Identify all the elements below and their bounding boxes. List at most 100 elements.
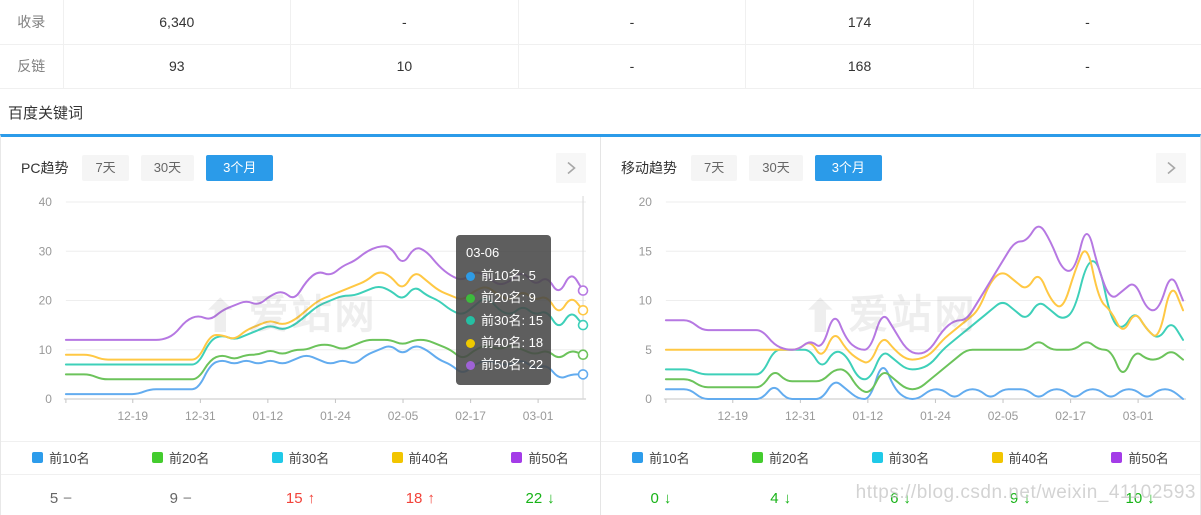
svg-text:01-12: 01-12 bbox=[853, 408, 884, 422]
section-title-baidu-keywords: 百度关键词 bbox=[8, 104, 84, 122]
table-cell: - bbox=[290, 0, 519, 45]
legend-item-top30[interactable]: 前30名 bbox=[241, 442, 361, 474]
trend-icon: ↓ bbox=[1147, 489, 1155, 507]
tab-3m[interactable]: 3个月 bbox=[814, 154, 882, 181]
top50-swatch-icon bbox=[1111, 452, 1123, 463]
table-cell: 10 bbox=[290, 44, 519, 89]
top40-swatch-icon bbox=[991, 452, 1003, 463]
legend-label: 前30名 bbox=[888, 451, 930, 466]
tab-30d[interactable]: 30天 bbox=[140, 154, 195, 181]
top40-swatch-icon bbox=[391, 452, 403, 463]
trend-icon: ↓ bbox=[1023, 489, 1031, 507]
legend-item-top50[interactable]: 前50名 bbox=[1080, 442, 1200, 474]
trend-icon: ↓ bbox=[663, 489, 672, 507]
svg-text:12-31: 12-31 bbox=[785, 408, 816, 422]
table-cell: - bbox=[518, 0, 747, 45]
legend-label: 前50名 bbox=[528, 451, 569, 466]
legend-item-top30[interactable]: 前30名 bbox=[841, 442, 961, 474]
pc-summary: 5− 9− 15 ↑ 18 ↑ 22 ↓ bbox=[1, 473, 600, 507]
legend-label: 前40名 bbox=[1008, 451, 1050, 466]
summary-top30: 15 ↑ bbox=[241, 475, 361, 507]
tab-30d[interactable]: 30天 bbox=[749, 154, 803, 181]
summary-value: 18 bbox=[405, 489, 423, 507]
legend-item-top10[interactable]: 前10名 bbox=[1, 442, 121, 474]
svg-text:12-31: 12-31 bbox=[185, 408, 216, 422]
next-chart-button[interactable] bbox=[556, 152, 586, 183]
trend-icon: − bbox=[182, 489, 192, 507]
svg-text:10: 10 bbox=[39, 342, 53, 356]
table-row: 反链 93 10 - 168 - bbox=[0, 44, 1201, 89]
summary-top10: 0 ↓ bbox=[601, 475, 721, 507]
svg-text:12-19: 12-19 bbox=[117, 408, 148, 422]
tab-7d[interactable]: 7天 bbox=[691, 154, 738, 181]
summary-value: 0 bbox=[650, 489, 659, 507]
chevron-right-icon bbox=[567, 161, 576, 174]
trend-icon: ↓ bbox=[783, 489, 792, 507]
pc-chart-area[interactable]: 0 10 20 30 40 12-19 12-31 01-12 01-24 02-05 02-17 0… bbox=[1, 194, 600, 432]
summary-top50: 22 ↓ bbox=[480, 475, 600, 507]
next-chart-button[interactable] bbox=[1156, 152, 1186, 183]
summary-top40: 9 ↓ bbox=[960, 475, 1080, 507]
trend-icon: ↑ bbox=[307, 489, 316, 507]
legend-item-top20[interactable]: 前20名 bbox=[721, 442, 841, 474]
svg-text:03-01: 03-01 bbox=[1123, 408, 1154, 422]
legend-item-top40[interactable]: 前40名 bbox=[960, 442, 1080, 474]
svg-text:01-24: 01-24 bbox=[320, 408, 351, 422]
top20-swatch-icon bbox=[751, 452, 763, 463]
trend-panels: PC趋势 7天 30天 3个月 0 10 20 30 40 12-19 12-31 01-12… bbox=[0, 133, 1201, 515]
mobile-panel-header: 移动趋势 7天 30天 3个月 bbox=[621, 152, 1186, 183]
svg-text:0: 0 bbox=[45, 391, 52, 405]
svg-text:20: 20 bbox=[39, 293, 53, 307]
mobile-summary: 0 ↓ 4 ↓ 6 ↓ 9 ↓ 10 ↓ bbox=[601, 473, 1200, 507]
tab-7d[interactable]: 7天 bbox=[82, 154, 129, 181]
table-cell: 174 bbox=[745, 0, 974, 45]
top50-swatch-icon bbox=[511, 452, 523, 463]
top20-swatch-icon bbox=[151, 452, 163, 463]
summary-value: 10 bbox=[1125, 489, 1143, 507]
svg-text:02-05: 02-05 bbox=[388, 408, 419, 422]
top30-swatch-icon bbox=[871, 452, 883, 463]
tab-3m[interactable]: 3个月 bbox=[206, 154, 274, 181]
svg-text:20: 20 bbox=[639, 194, 653, 208]
summary-top50: 10 ↓ bbox=[1080, 475, 1200, 507]
chevron-right-icon bbox=[1167, 161, 1176, 174]
svg-text:5: 5 bbox=[645, 342, 652, 356]
top30-swatch-icon bbox=[271, 452, 283, 463]
svg-text:03-01: 03-01 bbox=[523, 408, 554, 422]
legend-label: 前30名 bbox=[288, 451, 330, 466]
pc-trend-chart[interactable]: 0 10 20 30 40 12-19 12-31 01-12 01-24 02-05 02-17 0… bbox=[1, 194, 600, 432]
table-cell: - bbox=[973, 44, 1201, 89]
mobile-legend: 前10名 前20名 前30名 前40名 前50名 bbox=[601, 440, 1200, 474]
svg-text:12-19: 12-19 bbox=[717, 408, 748, 422]
summary-value: 9 bbox=[1009, 489, 1019, 507]
svg-text:02-17: 02-17 bbox=[1055, 408, 1086, 422]
svg-text:40: 40 bbox=[39, 194, 53, 208]
svg-text:01-24: 01-24 bbox=[920, 408, 951, 422]
pc-trend-title: PC趋势 bbox=[21, 159, 69, 176]
mobile-trend-chart[interactable]: 0 5 10 15 20 12-19 12-31 01-12 01-24 02-05 02-17 03… bbox=[601, 194, 1200, 432]
top10-swatch-icon bbox=[32, 452, 44, 463]
svg-text:30: 30 bbox=[39, 244, 53, 258]
legend-label: 前50名 bbox=[1128, 451, 1169, 466]
summary-top20: 9− bbox=[121, 475, 241, 507]
mobile-chart-area[interactable]: 0 5 10 15 20 12-19 12-31 01-12 01-24 02-05 02-17 03… bbox=[601, 194, 1200, 432]
legend-label: 前10名 bbox=[49, 451, 90, 466]
svg-text:10: 10 bbox=[639, 293, 653, 307]
svg-text:01-12: 01-12 bbox=[253, 408, 284, 422]
legend-item-top50[interactable]: 前50名 bbox=[480, 442, 600, 474]
svg-text:02-17: 02-17 bbox=[455, 408, 486, 422]
mobile-trend-title: 移动趋势 bbox=[621, 159, 677, 176]
pc-trend-panel: PC趋势 7天 30天 3个月 0 10 20 30 40 12-19 12-31 01-12… bbox=[1, 137, 600, 515]
summary-top10: 5− bbox=[1, 475, 121, 507]
top10-swatch-icon bbox=[632, 452, 644, 463]
legend-item-top40[interactable]: 前40名 bbox=[360, 442, 480, 474]
summary-value: 22 bbox=[525, 489, 543, 507]
table-cell: 168 bbox=[745, 44, 974, 89]
svg-text:0: 0 bbox=[645, 391, 652, 405]
legend-item-top20[interactable]: 前20名 bbox=[121, 442, 241, 474]
summary-value: 6 bbox=[890, 489, 899, 507]
trend-icon: ↑ bbox=[427, 489, 435, 507]
legend-label: 前40名 bbox=[408, 451, 450, 466]
legend-item-top10[interactable]: 前10名 bbox=[601, 442, 721, 474]
row-label: 反链 bbox=[0, 44, 64, 89]
